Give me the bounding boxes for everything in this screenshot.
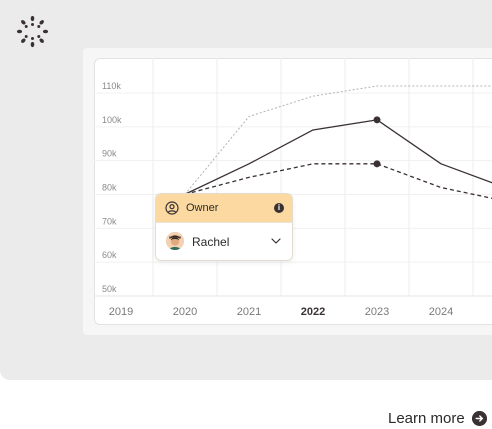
line-chart: 110k 100k 90k 80k 70k 60k 50k 2019 2020 2021 2022 2…: [94, 58, 492, 318]
y-tick-label: 70k: [102, 216, 117, 226]
owner-label: Owner: [186, 202, 219, 214]
x-tick-label: 2020: [173, 306, 197, 318]
y-tick-label: 110k: [102, 81, 121, 91]
popover-divider: [156, 222, 292, 223]
owner-popover: Owner i Rachel: [155, 193, 293, 261]
y-tick-label: 100k: [102, 115, 122, 125]
learn-more-link[interactable]: Learn more: [388, 410, 487, 427]
owner-header: Owner i: [156, 194, 292, 222]
logo-icon: [16, 15, 49, 48]
series-line-dotted: [184, 85, 492, 195]
x-tick-label: 2021: [237, 306, 261, 318]
selected-user: Rachel: [192, 235, 230, 249]
user-select[interactable]: Rachel: [156, 223, 292, 260]
y-tick-label: 50k: [102, 284, 117, 294]
x-tick-label: 2024: [429, 306, 453, 318]
info-icon[interactable]: i: [274, 203, 284, 213]
learn-more-label: Learn more: [388, 410, 465, 427]
y-tick-label: 60k: [102, 250, 117, 260]
series-line-dashed: [184, 163, 492, 199]
y-tick-label: 90k: [102, 149, 117, 159]
x-tick-label: 2022: [301, 306, 325, 318]
user-circle-icon: [165, 201, 179, 215]
y-tick-label: 80k: [102, 183, 117, 193]
chevron-down-icon[interactable]: [270, 235, 282, 247]
data-point-marker: [373, 116, 381, 124]
series-line-solid: [184, 119, 492, 195]
x-tick-label: 2023: [365, 306, 389, 318]
avatar: [166, 232, 184, 250]
chart-area: [94, 58, 492, 325]
arrow-right-icon: [471, 411, 487, 426]
data-point-marker: [373, 160, 381, 168]
x-tick-label: 2019: [109, 306, 133, 318]
